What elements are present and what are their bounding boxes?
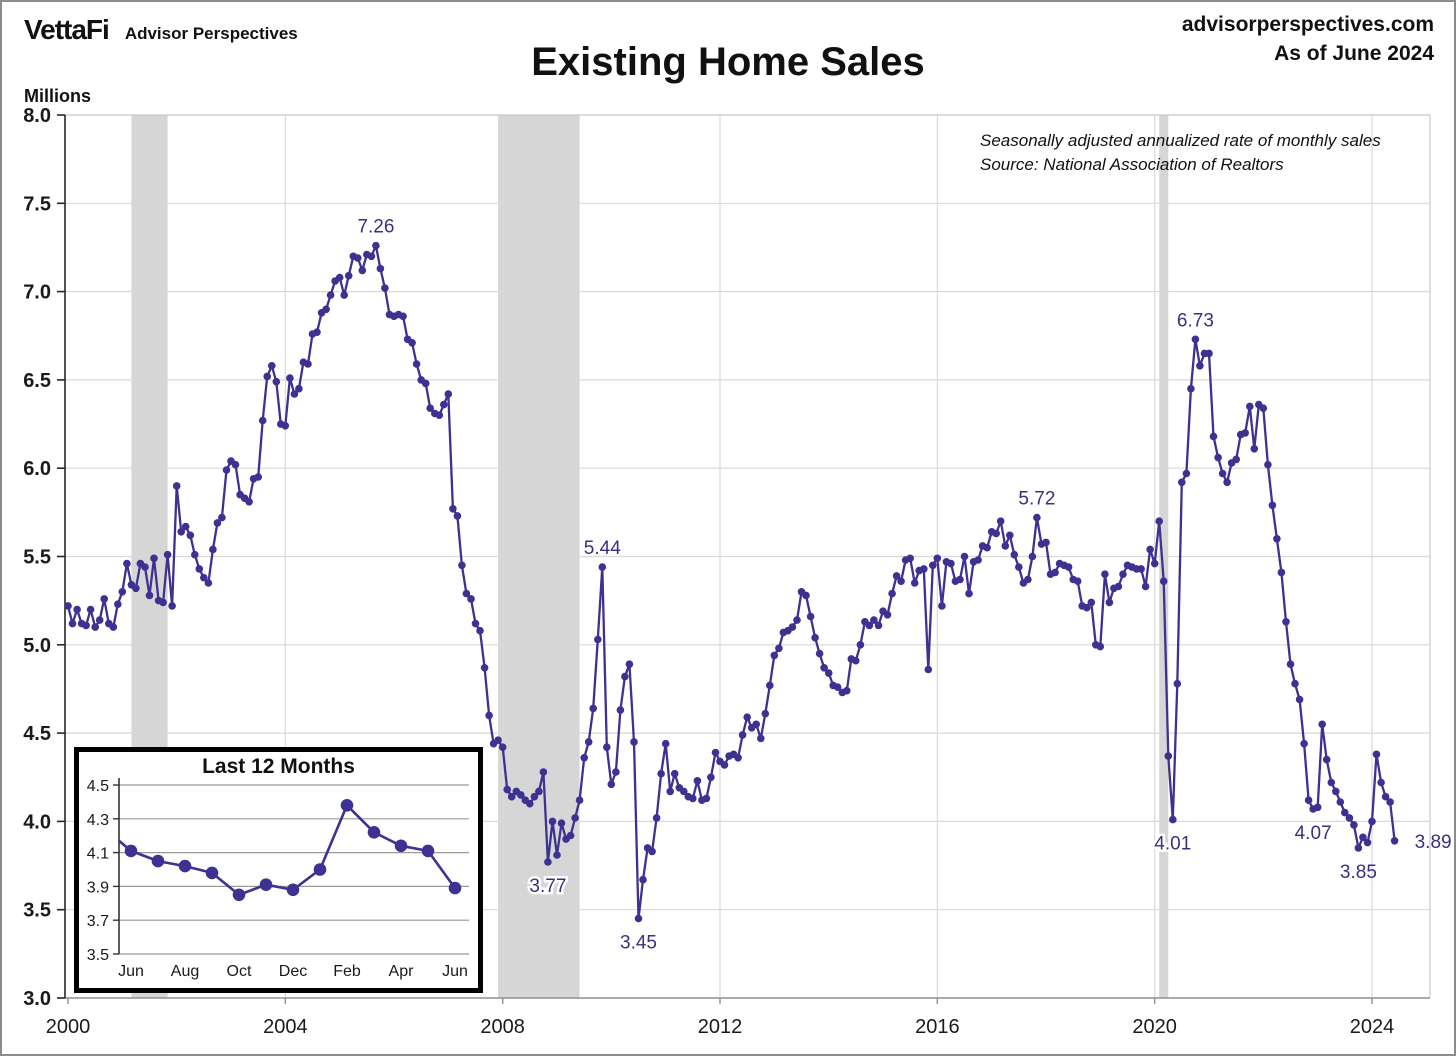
y-tick-label: 6.0 <box>23 458 51 480</box>
y-tick-label: 8.0 <box>23 105 51 127</box>
y-tick-label: 4.5 <box>23 723 51 745</box>
inset-x-tick-label: Dec <box>279 963 307 980</box>
last-12-months-chart: 4.5 4.3 4.1 3.9 3.7 3.5 Jun Aug Oct Dec Feb Apr Jun <box>87 778 469 980</box>
y-tick-label: 7.0 <box>23 282 51 304</box>
inset-y-tick-label: 4.3 <box>87 812 109 829</box>
annotation-7.26: 7.26 <box>357 217 394 238</box>
vettafi-logo-text: VettaFi <box>24 14 110 45</box>
y-axis-title: Millions <box>24 86 91 106</box>
annotation-5.44: 5.44 <box>584 538 621 559</box>
gridlines <box>65 115 1430 998</box>
last-12-months-inset: 4.5 4.3 4.1 3.9 3.7 3.5 Jun Aug Oct Dec Feb Apr Jun … <box>74 747 483 993</box>
chart-note: Seasonally adjusted annualized rate of m… <box>980 129 1381 177</box>
inset-x-tick-label: Apr <box>389 963 415 980</box>
inset-x-tick-label: Jun <box>118 963 144 980</box>
inset-y-tick-label: 3.5 <box>87 947 109 964</box>
x-tick-label: 2012 <box>698 1016 743 1038</box>
x-tick-label: 2020 <box>1132 1016 1177 1038</box>
annotation-3.85: 3.85 <box>1340 862 1377 883</box>
y-tick-label: 3.5 <box>23 900 51 922</box>
y-tick-label: 7.5 <box>23 193 51 215</box>
x-tick-label: 2024 <box>1350 1016 1395 1038</box>
y-axis-ticks: 8.0 7.5 7.0 6.5 6.0 5.5 5.0 4.5 4.0 3.5 3.0 <box>23 105 65 1010</box>
source-header: advisorperspectives.com As of June 2024 <box>1182 10 1434 69</box>
y-tick-label: 5.0 <box>23 635 51 657</box>
annotation-6.73: 6.73 <box>1177 310 1214 331</box>
inset-y-tick-label: 4.5 <box>87 778 109 795</box>
inset-x-tick-label: Aug <box>171 963 199 980</box>
x-tick-label: 2004 <box>263 1016 308 1038</box>
inset-gridlines <box>119 784 469 955</box>
y-tick-label: 3.0 <box>23 988 51 1010</box>
annotation-4.01: 4.01 <box>1154 834 1191 855</box>
inset-x-tick-label: Oct <box>227 963 252 980</box>
note-line-2: Source: National Association of Realtors <box>980 155 1284 175</box>
inset-x-tick-label: Feb <box>333 963 361 980</box>
annotation-3.77: 3.77 <box>529 876 566 897</box>
y-tick-label: 5.5 <box>23 547 51 569</box>
inset-data-points <box>124 799 462 902</box>
inset-y-tick-label: 3.9 <box>87 879 109 896</box>
data-points <box>64 241 1399 923</box>
inset-x-tick-label: Jun <box>442 963 468 980</box>
y-tick-label: 6.5 <box>23 370 51 392</box>
vettafi-logo: VettaFi Advisor Perspectives <box>24 14 298 46</box>
annotation-4.07: 4.07 <box>1295 823 1332 844</box>
x-tick-label: 2008 <box>480 1016 525 1038</box>
inset-x-ticks: Jun Aug Oct Dec Feb Apr Jun <box>118 963 468 980</box>
value-annotations: 7.26 5.44 3.77 3.45 5.72 6.73 4.01 4.07 3.85 3.89 <box>357 217 1451 954</box>
annotation-5.72: 5.72 <box>1018 489 1055 510</box>
inset-y-tick-label: 3.7 <box>87 913 109 930</box>
inset-title: Last 12 Months <box>202 755 355 778</box>
inset-y-tick-label: 4.1 <box>87 846 109 863</box>
annotation-3.89: 3.89 <box>1415 832 1452 853</box>
x-tick-label: 2016 <box>915 1016 960 1038</box>
note-line-1: Seasonally adjusted annualized rate of m… <box>980 131 1381 150</box>
y-tick-label: 4.0 <box>23 811 51 833</box>
inset-y-ticks: 4.5 4.3 4.1 3.9 3.7 3.5 <box>87 778 119 964</box>
annotation-3.45: 3.45 <box>620 933 657 954</box>
page-title: Existing Home Sales <box>531 40 925 84</box>
as-of-date: As of June 2024 <box>1274 42 1434 66</box>
x-axis-ticks: 2000 2004 2008 2012 2016 2020 2024 <box>46 998 1395 1038</box>
site-url: advisorperspectives.com <box>1181 13 1434 36</box>
advisor-perspectives-label: Advisor Perspectives <box>124 24 298 43</box>
x-tick-label: 2000 <box>46 1016 91 1038</box>
